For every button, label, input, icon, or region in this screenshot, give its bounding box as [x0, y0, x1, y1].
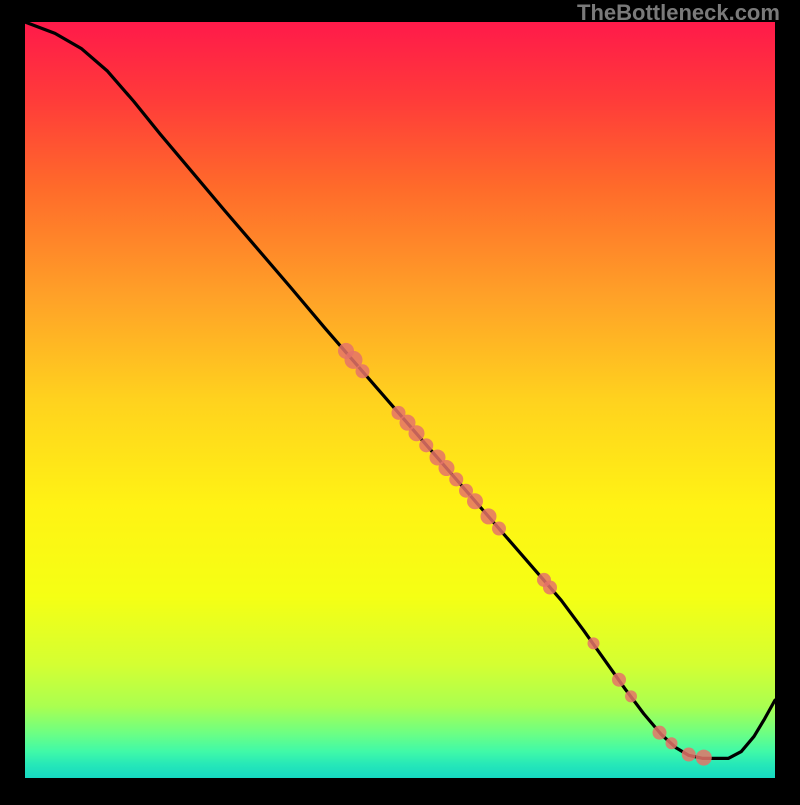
data-marker	[612, 673, 626, 687]
data-marker	[653, 726, 667, 740]
data-marker	[449, 472, 463, 486]
watermark-text: TheBottleneck.com	[577, 0, 780, 26]
data-marker	[481, 508, 497, 524]
data-marker	[492, 522, 506, 536]
data-marker	[682, 748, 696, 762]
data-marker	[439, 460, 455, 476]
chart-canvas	[0, 0, 800, 800]
plot-gradient-background	[25, 22, 775, 778]
data-marker	[419, 438, 433, 452]
data-marker	[666, 737, 678, 749]
data-marker	[543, 580, 557, 594]
data-marker	[409, 425, 425, 441]
data-marker	[625, 690, 637, 702]
data-marker	[356, 364, 370, 378]
data-marker	[588, 637, 600, 649]
data-marker	[467, 493, 483, 509]
data-marker	[696, 750, 712, 766]
